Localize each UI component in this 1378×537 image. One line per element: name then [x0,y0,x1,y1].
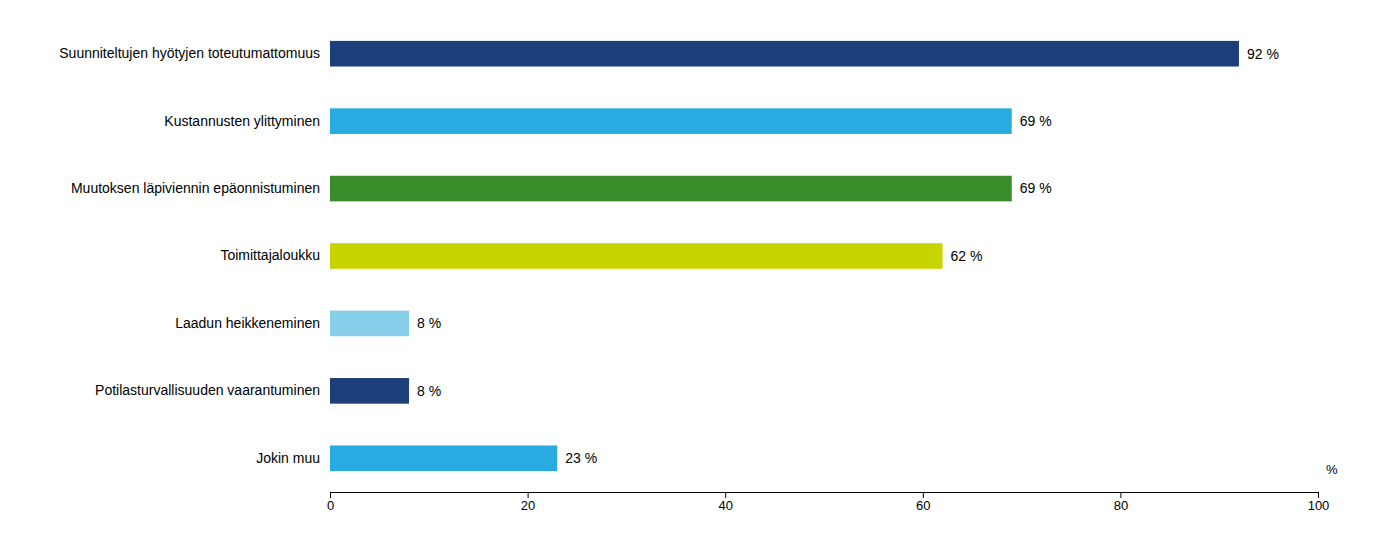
x-tick-mark [1120,492,1121,498]
data-label: 92 % [1247,46,1279,62]
y-tick-label: Potilasturvallisuuden vaarantuminen [95,382,320,398]
x-tick: 0 [327,492,334,513]
bar [330,243,943,269]
y-tick-label: Jokin muu [256,450,320,466]
x-axis: 0 20 40 60 80 100 [327,492,1329,513]
x-tick-label: 40 [718,498,732,513]
x-tick-mark [923,492,924,498]
y-tick-label: Kustannusten ylittyminen [164,113,320,129]
y-tick-label: Toimittajaloukku [220,247,320,263]
y-axis: Jokin muu Potilasturvallisuuden vaarantum… [59,45,320,466]
y-tick-label: Laadun heikkeneminen [175,315,320,331]
x-axis-line [331,493,1319,499]
x-tick: 100 [1308,492,1330,513]
data-label: 69 % [1020,180,1052,196]
chart-container: 0 20 40 60 80 100 Jokin muu Potilasturvallisuud… [0,0,1378,537]
x-tick: 40 [718,492,732,513]
x-tick-mark [528,492,529,498]
y-tick-label: Muutoksen läpiviennin epäonnistuminen [71,180,320,196]
data-label: 8 % [417,383,441,399]
bar [330,378,409,404]
x-tick: 80 [1114,492,1128,513]
x-tick-mark [725,492,726,498]
y-tick: Muutoksen läpiviennin epäonnistuminen [71,180,320,196]
bar [330,176,1012,202]
bar [330,41,1239,67]
x-axis-label: % [1326,462,1338,477]
x-tick: 20 [521,492,535,513]
x-tick-label: 20 [521,498,535,513]
data-label: 69 % [1020,113,1052,129]
plot-area: 0 20 40 60 80 100 Jokin muu Potilasturvallisuud… [59,41,1338,513]
x-tick-mark [1318,492,1319,498]
y-tick: Kustannusten ylittyminen [164,113,320,129]
x-tick-label: 60 [916,498,930,513]
y-tick: Potilasturvallisuuden vaarantuminen [95,382,320,398]
y-tick-label: Suunniteltujen hyötyjen toteutumattomuus [59,45,320,61]
x-tick-label: 100 [1308,498,1330,513]
x-tick-mark [330,492,331,498]
x-tick-label: 80 [1114,498,1128,513]
y-tick: Suunniteltujen hyötyjen toteutumattomuus [59,45,320,61]
bar [330,311,409,337]
bars [330,41,1239,471]
data-label: 62 % [951,248,983,264]
y-tick: Toimittajaloukku [220,247,320,263]
y-tick: Jokin muu [256,450,320,466]
data-label: 23 % [565,450,597,466]
y-tick: Laadun heikkeneminen [175,315,320,331]
data-label: 8 % [417,315,441,331]
data-labels: 23 % 8 % 8 % 62 % 69 % 69 % 92 % [417,46,1279,467]
bar [330,445,557,471]
x-tick-label: 0 [327,498,334,513]
x-tick: 60 [916,492,930,513]
chart-svg: 0 20 40 60 80 100 Jokin muu Potilasturvallisuud… [0,0,1378,537]
bar [330,108,1012,134]
